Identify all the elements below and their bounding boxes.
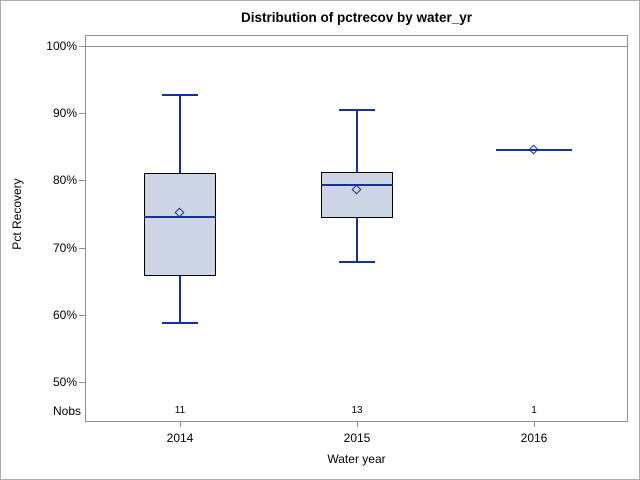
y-axis-tick	[79, 381, 85, 383]
plot-area-frame	[85, 35, 628, 422]
y-axis-tick-label: 80%	[52, 173, 77, 188]
x-axis-tick	[534, 422, 535, 427]
median-line	[144, 216, 216, 219]
y-axis-tick	[79, 113, 85, 115]
median-line	[321, 184, 393, 187]
nobs-value: 11	[174, 405, 186, 416]
single-value-line	[496, 149, 572, 152]
nobs-value: 13	[351, 405, 363, 416]
chart-title: Distribution of pctrecov by water_yr	[240, 10, 473, 25]
y-axis-title: Pct Recovery	[10, 178, 24, 250]
y-axis-tick-label: 100%	[46, 39, 77, 54]
y-axis-tick	[79, 314, 85, 316]
iqr-box	[144, 173, 216, 276]
y-axis-tick	[79, 247, 85, 249]
x-axis-tick-label: 2016	[520, 431, 548, 445]
whisker-cap-low	[162, 322, 198, 325]
y-axis-tick-label: 90%	[52, 106, 77, 121]
whisker-line-high	[356, 110, 358, 173]
whisker-line-low	[356, 218, 358, 263]
whisker-cap-low	[339, 261, 375, 264]
x-axis-tick	[180, 422, 181, 427]
nobs-value: 1	[531, 405, 537, 416]
y-axis-tick-label: 70%	[52, 240, 77, 255]
x-axis-tick-label: 2014	[166, 431, 194, 445]
nobs-row-label: Nobs	[52, 404, 81, 418]
x-axis-tick	[357, 422, 358, 427]
x-axis-tick-label: 2015	[343, 431, 371, 445]
y-axis-tick-label: 60%	[52, 307, 77, 322]
y-axis-tick	[79, 180, 85, 182]
y-axis-tick-label: 50%	[52, 374, 77, 389]
reference-line-100pct	[85, 45, 628, 47]
y-axis-tick	[79, 46, 85, 48]
iqr-box	[321, 172, 393, 218]
whisker-line-high	[179, 94, 181, 174]
whisker-line-low	[179, 275, 181, 324]
x-axis-title: Water year	[327, 452, 386, 466]
